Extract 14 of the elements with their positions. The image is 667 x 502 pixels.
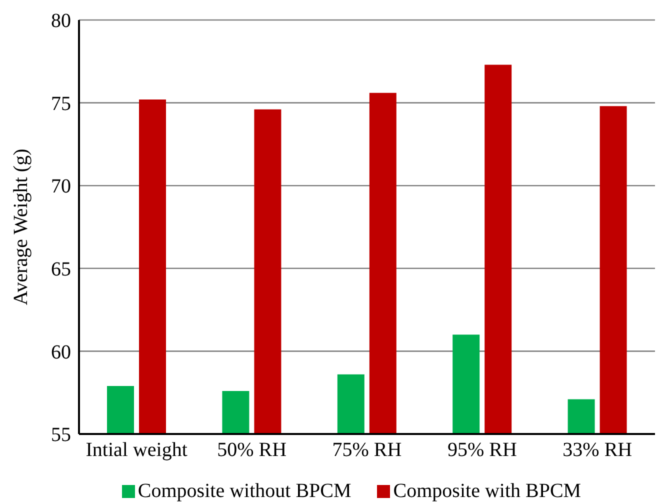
x-tick-label: 50% RH: [217, 439, 287, 462]
x-tick-label: 95% RH: [447, 439, 517, 462]
y-axis-title: Average Weight (g): [10, 148, 32, 306]
y-tick-label: 55: [51, 424, 71, 446]
y-tick-label: 60: [51, 341, 71, 364]
y-tick-label: 65: [51, 258, 71, 280]
y-tick-label: 80: [51, 10, 71, 32]
x-tick-label: Intial weight: [86, 439, 188, 462]
legend-label: Composite with BPCM: [393, 480, 582, 502]
legend-label: Composite without BPCM: [138, 480, 352, 502]
x-tick-label: 33% RH: [562, 439, 632, 462]
x-tick-label: 75% RH: [332, 439, 402, 462]
y-tick-label: 70: [51, 176, 71, 198]
y-tick-label: 75: [51, 92, 71, 115]
